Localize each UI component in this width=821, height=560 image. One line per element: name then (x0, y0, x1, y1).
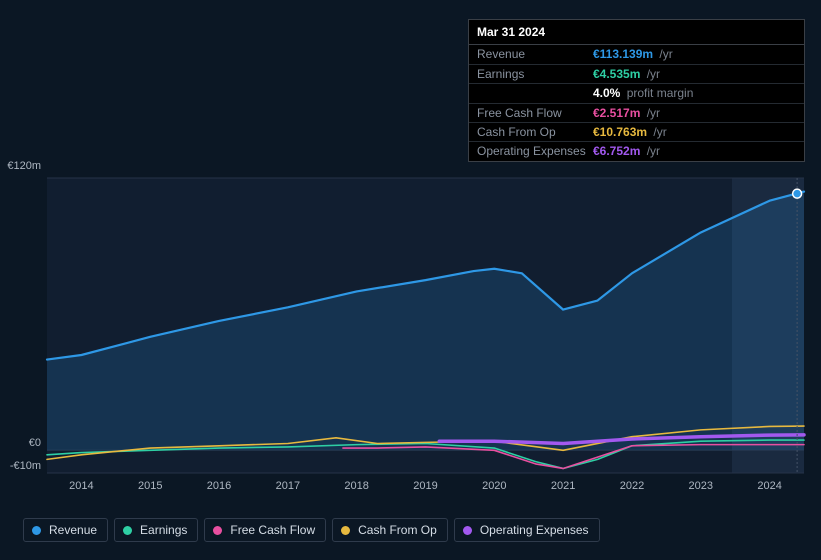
legend-label: Earnings (140, 523, 187, 537)
legend-swatch (123, 526, 132, 535)
x-axis-label: 2020 (482, 480, 506, 492)
x-axis-label: 2024 (757, 480, 781, 492)
x-axis-label: 2021 (551, 480, 575, 492)
x-axis-label: 2016 (207, 480, 231, 492)
x-axis-label: 2014 (69, 480, 93, 492)
x-axis-label: 2015 (138, 480, 162, 492)
x-axis-label: 2023 (689, 480, 713, 492)
legend-swatch (463, 526, 472, 535)
legend-item[interactable]: Earnings (114, 518, 198, 542)
legend-swatch (341, 526, 350, 535)
legend-swatch (213, 526, 222, 535)
x-axis-label: 2017 (276, 480, 300, 492)
legend-item[interactable]: Revenue (23, 518, 108, 542)
legend-label: Operating Expenses (480, 523, 589, 537)
financials-chart: { "tooltip": { "x": 468, "y": 19, "w": 3… (0, 0, 821, 560)
chart-legend: Revenue Earnings Free Cash Flow Cash From O… (23, 518, 600, 542)
legend-item[interactable]: Free Cash Flow (204, 518, 326, 542)
legend-item[interactable]: Operating Expenses (454, 518, 600, 542)
chart-plot-area[interactable] (0, 0, 821, 560)
legend-item[interactable]: Cash From Op (332, 518, 448, 542)
legend-label: Cash From Op (358, 523, 437, 537)
x-axis-label: 2018 (344, 480, 368, 492)
legend-label: Free Cash Flow (230, 523, 315, 537)
legend-label: Revenue (49, 523, 97, 537)
x-axis-label: 2022 (620, 480, 644, 492)
legend-swatch (32, 526, 41, 535)
x-axis-label: 2019 (413, 480, 437, 492)
